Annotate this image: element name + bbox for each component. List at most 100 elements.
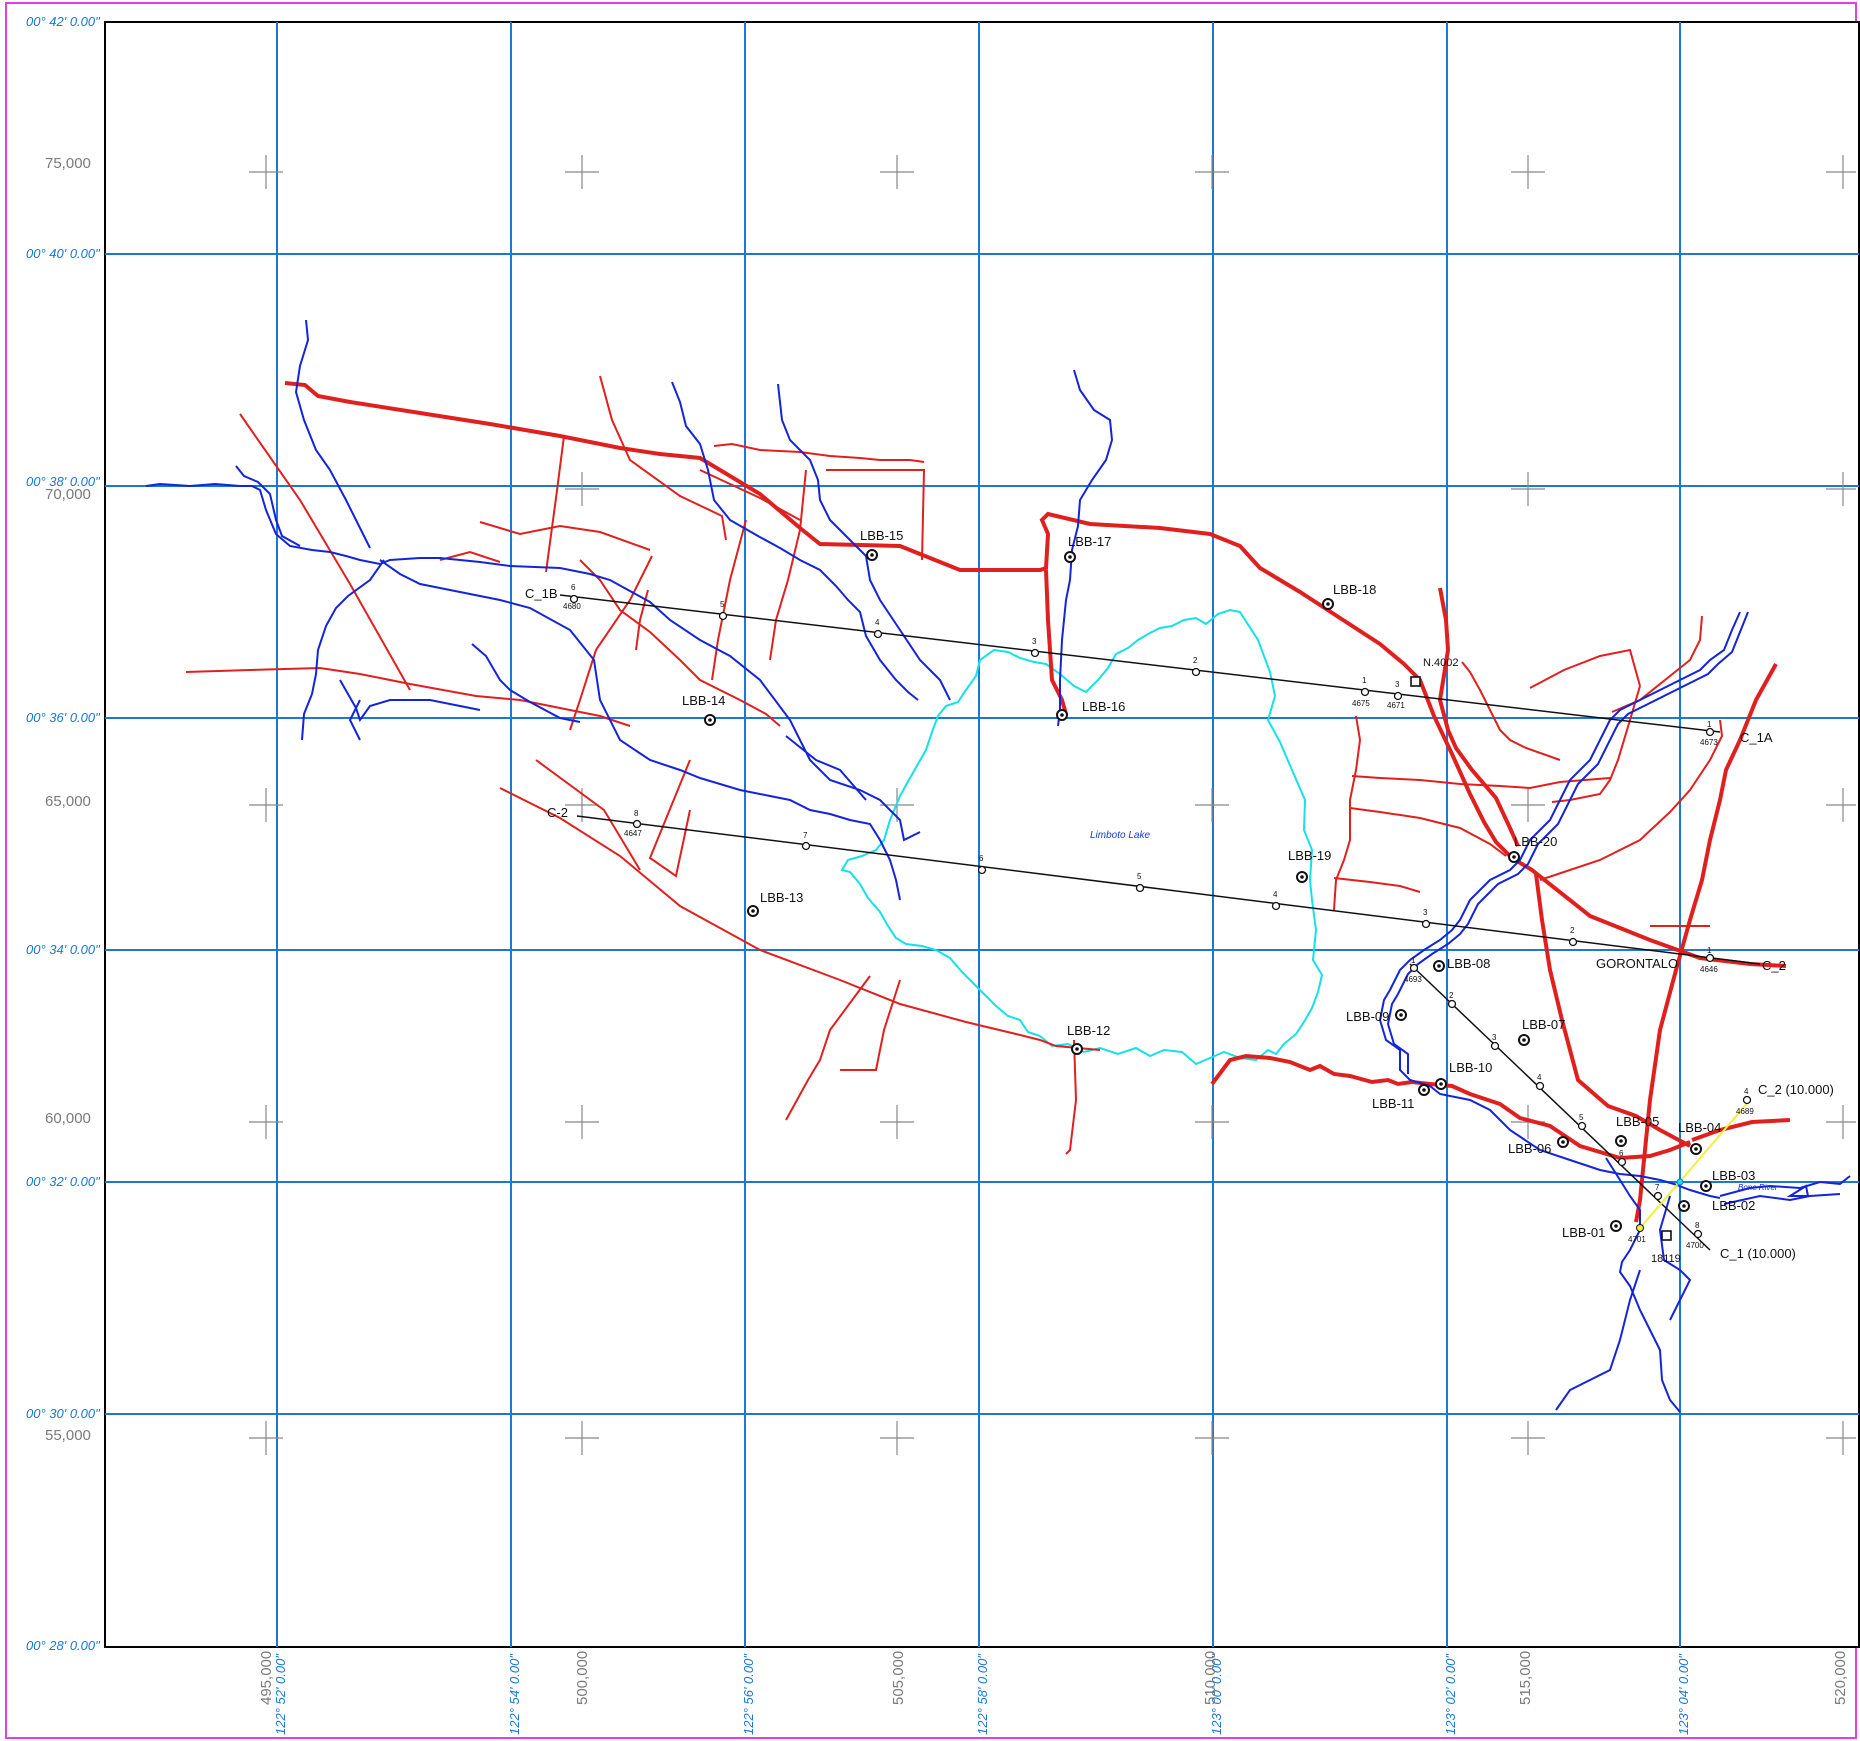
well-labels: LBB-15 LBB-17 LBB-18 LBB-14 LBB-16 LBB-1… — [682, 528, 1755, 1240]
map-frame — [104, 21, 1860, 1648]
well-label: LBB-06 — [1508, 1141, 1551, 1156]
station-number: 7 — [803, 831, 808, 840]
station-code: 4689 — [1736, 1107, 1754, 1116]
easting-label: 510,000 — [1202, 1651, 1219, 1705]
latitude-labels: 00° 42' 0.00" 00° 40' 0.00" 00° 38' 0.00… — [26, 14, 101, 1653]
well-label: LBB-02 — [1712, 1198, 1755, 1213]
line-label: C_2 (10.000) — [1758, 1082, 1834, 1097]
station-code: 4680 — [563, 602, 581, 611]
benchmark-icon — [1410, 676, 1421, 687]
well-label: LBB-16 — [1082, 699, 1125, 714]
well-label: LBB-12 — [1067, 1023, 1110, 1038]
line-label: C_2 — [1762, 958, 1786, 973]
station-number: 1 — [1362, 676, 1367, 685]
station-number: 2 — [1193, 656, 1198, 665]
station-number: 4 — [1537, 1073, 1542, 1082]
lon-label: 122° 52' 0.00" — [273, 1653, 288, 1735]
benchmark-label: N.4002 — [1423, 657, 1458, 669]
northing-label: 75,000 — [45, 155, 91, 172]
survey-lines — [559, 594, 1761, 1251]
well-label: LBB-08 — [1447, 956, 1490, 971]
line-label: C_1 (10.000) — [1720, 1246, 1796, 1261]
city-label: GORONTALO — [1596, 956, 1678, 971]
northing-labels: 75,000 70,000 65,000 60,000 55,000 — [45, 155, 91, 1444]
lon-label: 122° 54' 0.00" — [507, 1653, 522, 1735]
well-label: LBB-14 — [682, 693, 725, 708]
well-label: LBB-11 — [1372, 1096, 1414, 1111]
station-points — [569, 594, 1752, 1239]
station-number: 4 — [875, 618, 880, 627]
well-label: LBB-09 — [1346, 1009, 1389, 1024]
lon-label: 122° 58' 0.00" — [975, 1653, 990, 1735]
station-number: 5 — [1579, 1113, 1584, 1122]
graticule — [105, 22, 1859, 1647]
station-numbers: 6 5 4 3 2 1 3 1 4680 4675 4671 4673 8 7 … — [563, 583, 1754, 1250]
station-number: 8 — [1695, 1221, 1700, 1230]
roads — [185, 375, 1791, 1223]
rivers — [145, 319, 1851, 1413]
northing-label: 70,000 — [45, 486, 91, 503]
yellow-line — [1639, 1099, 1751, 1229]
station-code: 4647 — [624, 829, 642, 838]
station-number: 3 — [1423, 908, 1428, 917]
yellow-point — [1636, 1224, 1644, 1232]
station-number: 2 — [1449, 991, 1454, 1000]
benchmark-label: 18119 — [1651, 1253, 1681, 1265]
northing-label: 65,000 — [45, 793, 91, 810]
lat-label: 00° 42' 0.00" — [26, 14, 101, 29]
station-code: 4701 — [1628, 1235, 1646, 1244]
well-label: LBB-17 — [1068, 534, 1111, 549]
station-code: 4693 — [1404, 975, 1422, 984]
station-number: 8 — [634, 809, 639, 818]
limboto-lake-outline — [840, 608, 1324, 1066]
well-label: LBB-20 — [1514, 834, 1557, 849]
well-label: LBB-01 — [1562, 1225, 1605, 1240]
lake-label: Limboto Lake — [1090, 830, 1150, 841]
lon-label: 123° 00' 0.00" — [1209, 1653, 1224, 1735]
well-label: LBB-04 — [1678, 1120, 1721, 1135]
well-label: LBB-15 — [860, 528, 903, 543]
lon-label: 123° 02' 0.00" — [1443, 1653, 1458, 1735]
well-label: LBB-13 — [760, 890, 803, 905]
line-label: C_1A — [1740, 730, 1773, 745]
station-code: 4675 — [1352, 699, 1370, 708]
station-number: 6 — [571, 583, 576, 592]
river-label: Bone River — [1738, 1183, 1778, 1192]
lon-label: 122° 56' 0.00" — [741, 1653, 756, 1735]
station-code: 4646 — [1700, 965, 1718, 974]
lat-label: 00° 30' 0.00" — [26, 1406, 101, 1421]
station-number: 4 — [1744, 1087, 1749, 1096]
line-labels: C_1B C_1A C-2 C_2 C_1 (10.000) C_2 (10.0… — [525, 586, 1834, 1261]
lon-label: 123° 04' 0.00" — [1676, 1653, 1691, 1735]
well-label: LBB-05 — [1616, 1114, 1659, 1129]
line-label: C_1B — [525, 586, 558, 601]
lat-label: 00° 38' 0.00" — [26, 474, 101, 489]
station-number: 1 — [1411, 956, 1416, 965]
longitude-labels: 122° 52' 0.00" 122° 54' 0.00" 122° 56' 0… — [273, 1653, 1691, 1735]
easting-label: 495,000 — [258, 1651, 275, 1705]
station-number: 3 — [1492, 1033, 1497, 1042]
easting-labels: 495,000 500,000 505,000 510,000 515,000 … — [258, 1651, 1849, 1705]
easting-label: 515,000 — [1517, 1651, 1534, 1705]
station-number: 2 — [1570, 926, 1575, 935]
station-code: 4671 — [1387, 701, 1405, 710]
lat-label: 00° 36' 0.00" — [26, 710, 101, 725]
lat-label: 00° 40' 0.00" — [26, 246, 101, 261]
northing-label: 55,000 — [45, 1427, 91, 1444]
well-dots — [708, 553, 1708, 1228]
station-number: 1 — [1707, 720, 1712, 729]
well-label: LBB-03 — [1712, 1168, 1755, 1183]
easting-label: 505,000 — [890, 1651, 907, 1705]
easting-label: 520,000 — [1832, 1651, 1849, 1705]
station-number: 5 — [720, 600, 725, 609]
well-label: LBB-07 — [1522, 1017, 1565, 1032]
lat-label: 00° 34' 0.00" — [26, 942, 101, 957]
station-code: 4700 — [1686, 1241, 1704, 1250]
station-number: 5 — [1137, 872, 1142, 881]
cyan-point — [1676, 1178, 1684, 1186]
well-label: LBB-10 — [1449, 1060, 1492, 1075]
lat-label: 00° 28' 0.00" — [26, 1638, 101, 1653]
station-code: 4673 — [1700, 738, 1718, 747]
lat-label: 00° 32' 0.00" — [26, 1174, 101, 1189]
